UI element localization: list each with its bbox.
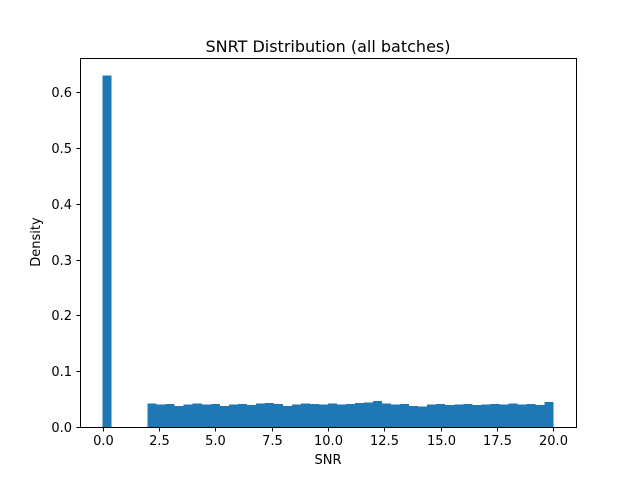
x-tick-label: 15.0 (427, 434, 456, 449)
x-axis-label: SNR (314, 453, 341, 468)
histogram-bar (436, 404, 446, 427)
histogram-bar (328, 403, 338, 427)
x-tick-label: 0.0 (93, 434, 114, 449)
y-tick-label: 0.2 (51, 309, 72, 324)
histogram-bar (364, 402, 374, 427)
histogram-bar (291, 404, 301, 427)
histogram-bar (391, 404, 401, 427)
histogram-bar (445, 405, 455, 427)
x-tick-label: 2.5 (149, 434, 170, 449)
y-tick-label: 0.6 (51, 86, 72, 101)
x-tick-label: 7.5 (262, 434, 283, 449)
histogram-bar (481, 404, 491, 427)
histogram-bar (147, 403, 157, 427)
histogram-bar (300, 403, 310, 427)
histogram-bar (165, 404, 175, 427)
histogram-bar (183, 404, 193, 427)
y-axis-label: Density (29, 217, 44, 267)
histogram-bar (508, 403, 518, 427)
histogram-bar (255, 403, 265, 427)
histogram-bar (246, 405, 256, 427)
histogram-bar (346, 404, 356, 427)
histogram-bar (273, 404, 283, 427)
histogram-bar (282, 405, 292, 427)
histogram-bar (382, 403, 392, 427)
histogram-bar (427, 404, 437, 427)
y-tick-label: 0.5 (51, 142, 72, 157)
histogram-bar (210, 404, 220, 427)
y-tick-label: 0.0 (51, 421, 72, 436)
histogram-bar (192, 403, 202, 427)
y-tick-label: 0.1 (51, 365, 72, 380)
histogram-bar (219, 405, 229, 427)
histogram-bar (237, 404, 247, 427)
axes-ticks: 0.0 2.5 5.0 7.5 10.0 12.5 15.0 17.5 20.0 0.0 0.1 0.… (51, 86, 568, 449)
plot-frame (80, 58, 577, 428)
histogram-bar (318, 404, 328, 427)
histogram-bar (535, 405, 545, 427)
histogram-bar (309, 404, 319, 427)
histogram-bar (373, 400, 383, 427)
histogram-bar (201, 404, 211, 427)
histogram-bar (517, 404, 527, 427)
histogram-bar (102, 75, 112, 427)
histogram-bar (499, 404, 509, 427)
histogram-bar (337, 404, 347, 427)
histogram-bar (526, 404, 536, 427)
histogram-bar (490, 404, 500, 427)
histogram-bar (409, 405, 419, 427)
x-tick-label: 5.0 (205, 434, 226, 449)
histogram-bar (463, 404, 473, 427)
histogram-bars (102, 75, 554, 427)
histogram-bar (418, 406, 428, 427)
histogram-bar (400, 404, 410, 427)
histogram-bar (228, 404, 238, 427)
histogram-bar (174, 405, 184, 427)
histogram-bar (472, 405, 482, 427)
x-tick-label: 10.0 (314, 434, 343, 449)
x-tick-label: 17.5 (483, 434, 512, 449)
x-tick-label: 20.0 (539, 434, 568, 449)
chart-title: SNRT Distribution (all batches) (206, 37, 451, 56)
y-tick-label: 0.3 (51, 254, 72, 269)
histogram-bar (264, 403, 274, 427)
x-tick-label: 12.5 (370, 434, 399, 449)
histogram-bar (355, 403, 365, 427)
histogram-bar (454, 404, 464, 427)
histogram-bar (156, 404, 166, 427)
histogram-bar (544, 401, 554, 427)
y-tick-label: 0.4 (51, 198, 72, 213)
